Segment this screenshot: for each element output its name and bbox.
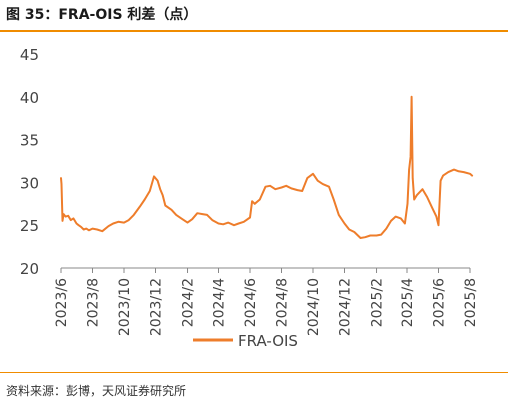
x-tick-label: 2024/8 bbox=[274, 278, 290, 327]
top-divider bbox=[0, 30, 508, 32]
fra-ois-chart: 20 25 30 35 40 45 2023/6 2023/8 2023/10 2023/12 20… bbox=[20, 46, 479, 350]
x-tick-label: 2025/6 bbox=[431, 278, 447, 327]
x-tick-label: 2023/6 bbox=[54, 278, 70, 327]
x-tick-label: 2023/8 bbox=[85, 278, 101, 327]
y-tick-label: 45 bbox=[20, 46, 39, 64]
x-tick-label: 2024/4 bbox=[211, 278, 227, 327]
x-tick-label: 2024/6 bbox=[243, 278, 259, 327]
x-tick-label: 2025/4 bbox=[400, 278, 416, 327]
bottom-divider bbox=[0, 372, 508, 373]
series-line-fra-ois bbox=[60, 95, 474, 239]
x-tick-label: 2025/2 bbox=[369, 278, 385, 327]
x-tick-label: 2023/10 bbox=[117, 278, 133, 336]
x-tick-label: 2025/8 bbox=[463, 278, 479, 327]
x-tick-label: 2024/10 bbox=[306, 278, 322, 336]
x-tick-label: 2023/12 bbox=[148, 278, 164, 336]
figure-title: 图 35：FRA-OIS 利差（点） bbox=[6, 7, 198, 23]
source-note: 资料来源：彭博，天风证券研究所 bbox=[6, 384, 187, 398]
y-tick-label: 40 bbox=[20, 89, 39, 107]
y-tick-label: 25 bbox=[20, 217, 39, 235]
y-tick-label: 35 bbox=[20, 132, 39, 150]
y-tick-label: 30 bbox=[20, 174, 39, 192]
y-tick-label: 20 bbox=[20, 260, 39, 278]
x-tick-label: 2024/2 bbox=[180, 278, 196, 327]
legend-label: FRA-OIS bbox=[238, 332, 298, 350]
x-tick-label: 2024/12 bbox=[337, 278, 353, 336]
